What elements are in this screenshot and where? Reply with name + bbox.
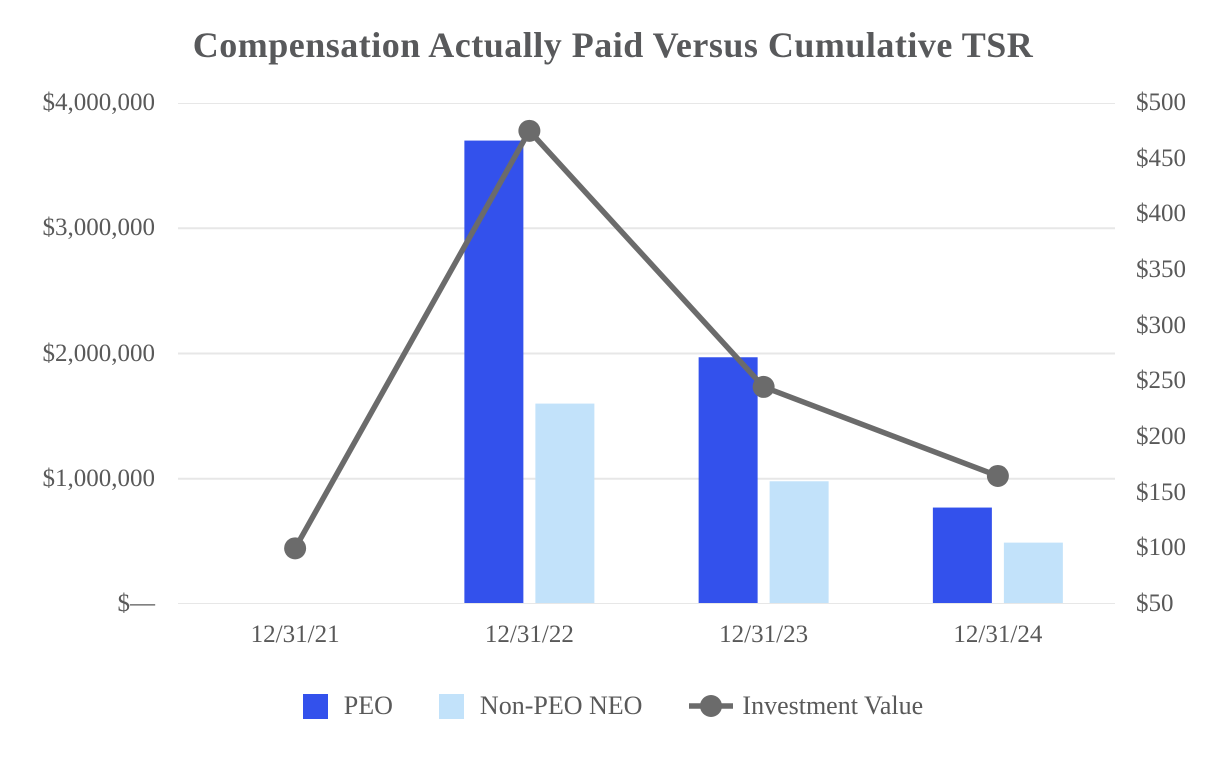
legend-swatch-icon [438,693,464,719]
legend: PEO Non-PEO NEO Investment Value [0,690,1226,722]
right-axis-tick: $200 [1136,423,1186,450]
legend-item-investment-value: Investment Value [688,691,923,721]
bar-peo-12/31/22 [464,140,524,603]
bar-peo-12/31/24 [932,507,992,603]
line-marker-12/31/21 [284,537,307,560]
bar-non-peo-neo-12/31/24 [1003,542,1063,603]
right-axis-tick: $50 [1136,590,1174,617]
legend-swatch-icon [302,693,328,719]
right-axis-tick: $500 [1136,89,1186,116]
legend-label: Investment Value [742,691,924,720]
line-marker-12/31/22 [518,119,541,142]
x-axis-tick: 12/31/22 [484,621,574,648]
bar-non-peo-neo-12/31/23 [769,481,829,603]
right-axis-tick: $300 [1136,311,1186,339]
plot-area [178,103,1115,604]
right-axis-tick: $250 [1136,367,1186,395]
left-axis-tick: $2,000,000 [42,339,156,367]
left-axis-tick: $4,000,000 [42,89,156,116]
legend-item-peo: PEO [302,691,393,721]
line-marker-12/31/23 [752,375,775,398]
x-axis-tick: 12/31/23 [719,621,809,648]
left-axis-tick: $3,000,000 [42,214,156,242]
line-marker-12/31/24 [986,464,1009,487]
legend-item-non-peo-neo: Non-PEO NEO [438,691,643,721]
right-axis-tick: $450 [1136,144,1186,172]
x-axis-tick: 12/31/24 [953,621,1043,648]
investment-value-line [292,126,999,550]
right-axis-tick: $400 [1136,200,1186,228]
left-axis-tick: $1,000,000 [42,464,156,492]
chart-title: Compensation Actually Paid Versus Cumula… [192,25,1034,65]
right-axis-tick: $150 [1136,478,1186,506]
right-axis-tick: $100 [1136,534,1186,562]
legend-line-marker-icon [689,695,734,717]
legend-label: PEO [343,691,393,720]
legend-label: Non-PEO NEO [479,691,643,720]
right-axis-tick: $350 [1136,256,1186,283]
bar-non-peo-neo-12/31/22 [535,403,595,603]
bar-peo-12/31/23 [698,357,758,603]
left-axis-tick: $— [117,590,156,617]
x-axis-tick: 12/31/21 [250,621,340,648]
